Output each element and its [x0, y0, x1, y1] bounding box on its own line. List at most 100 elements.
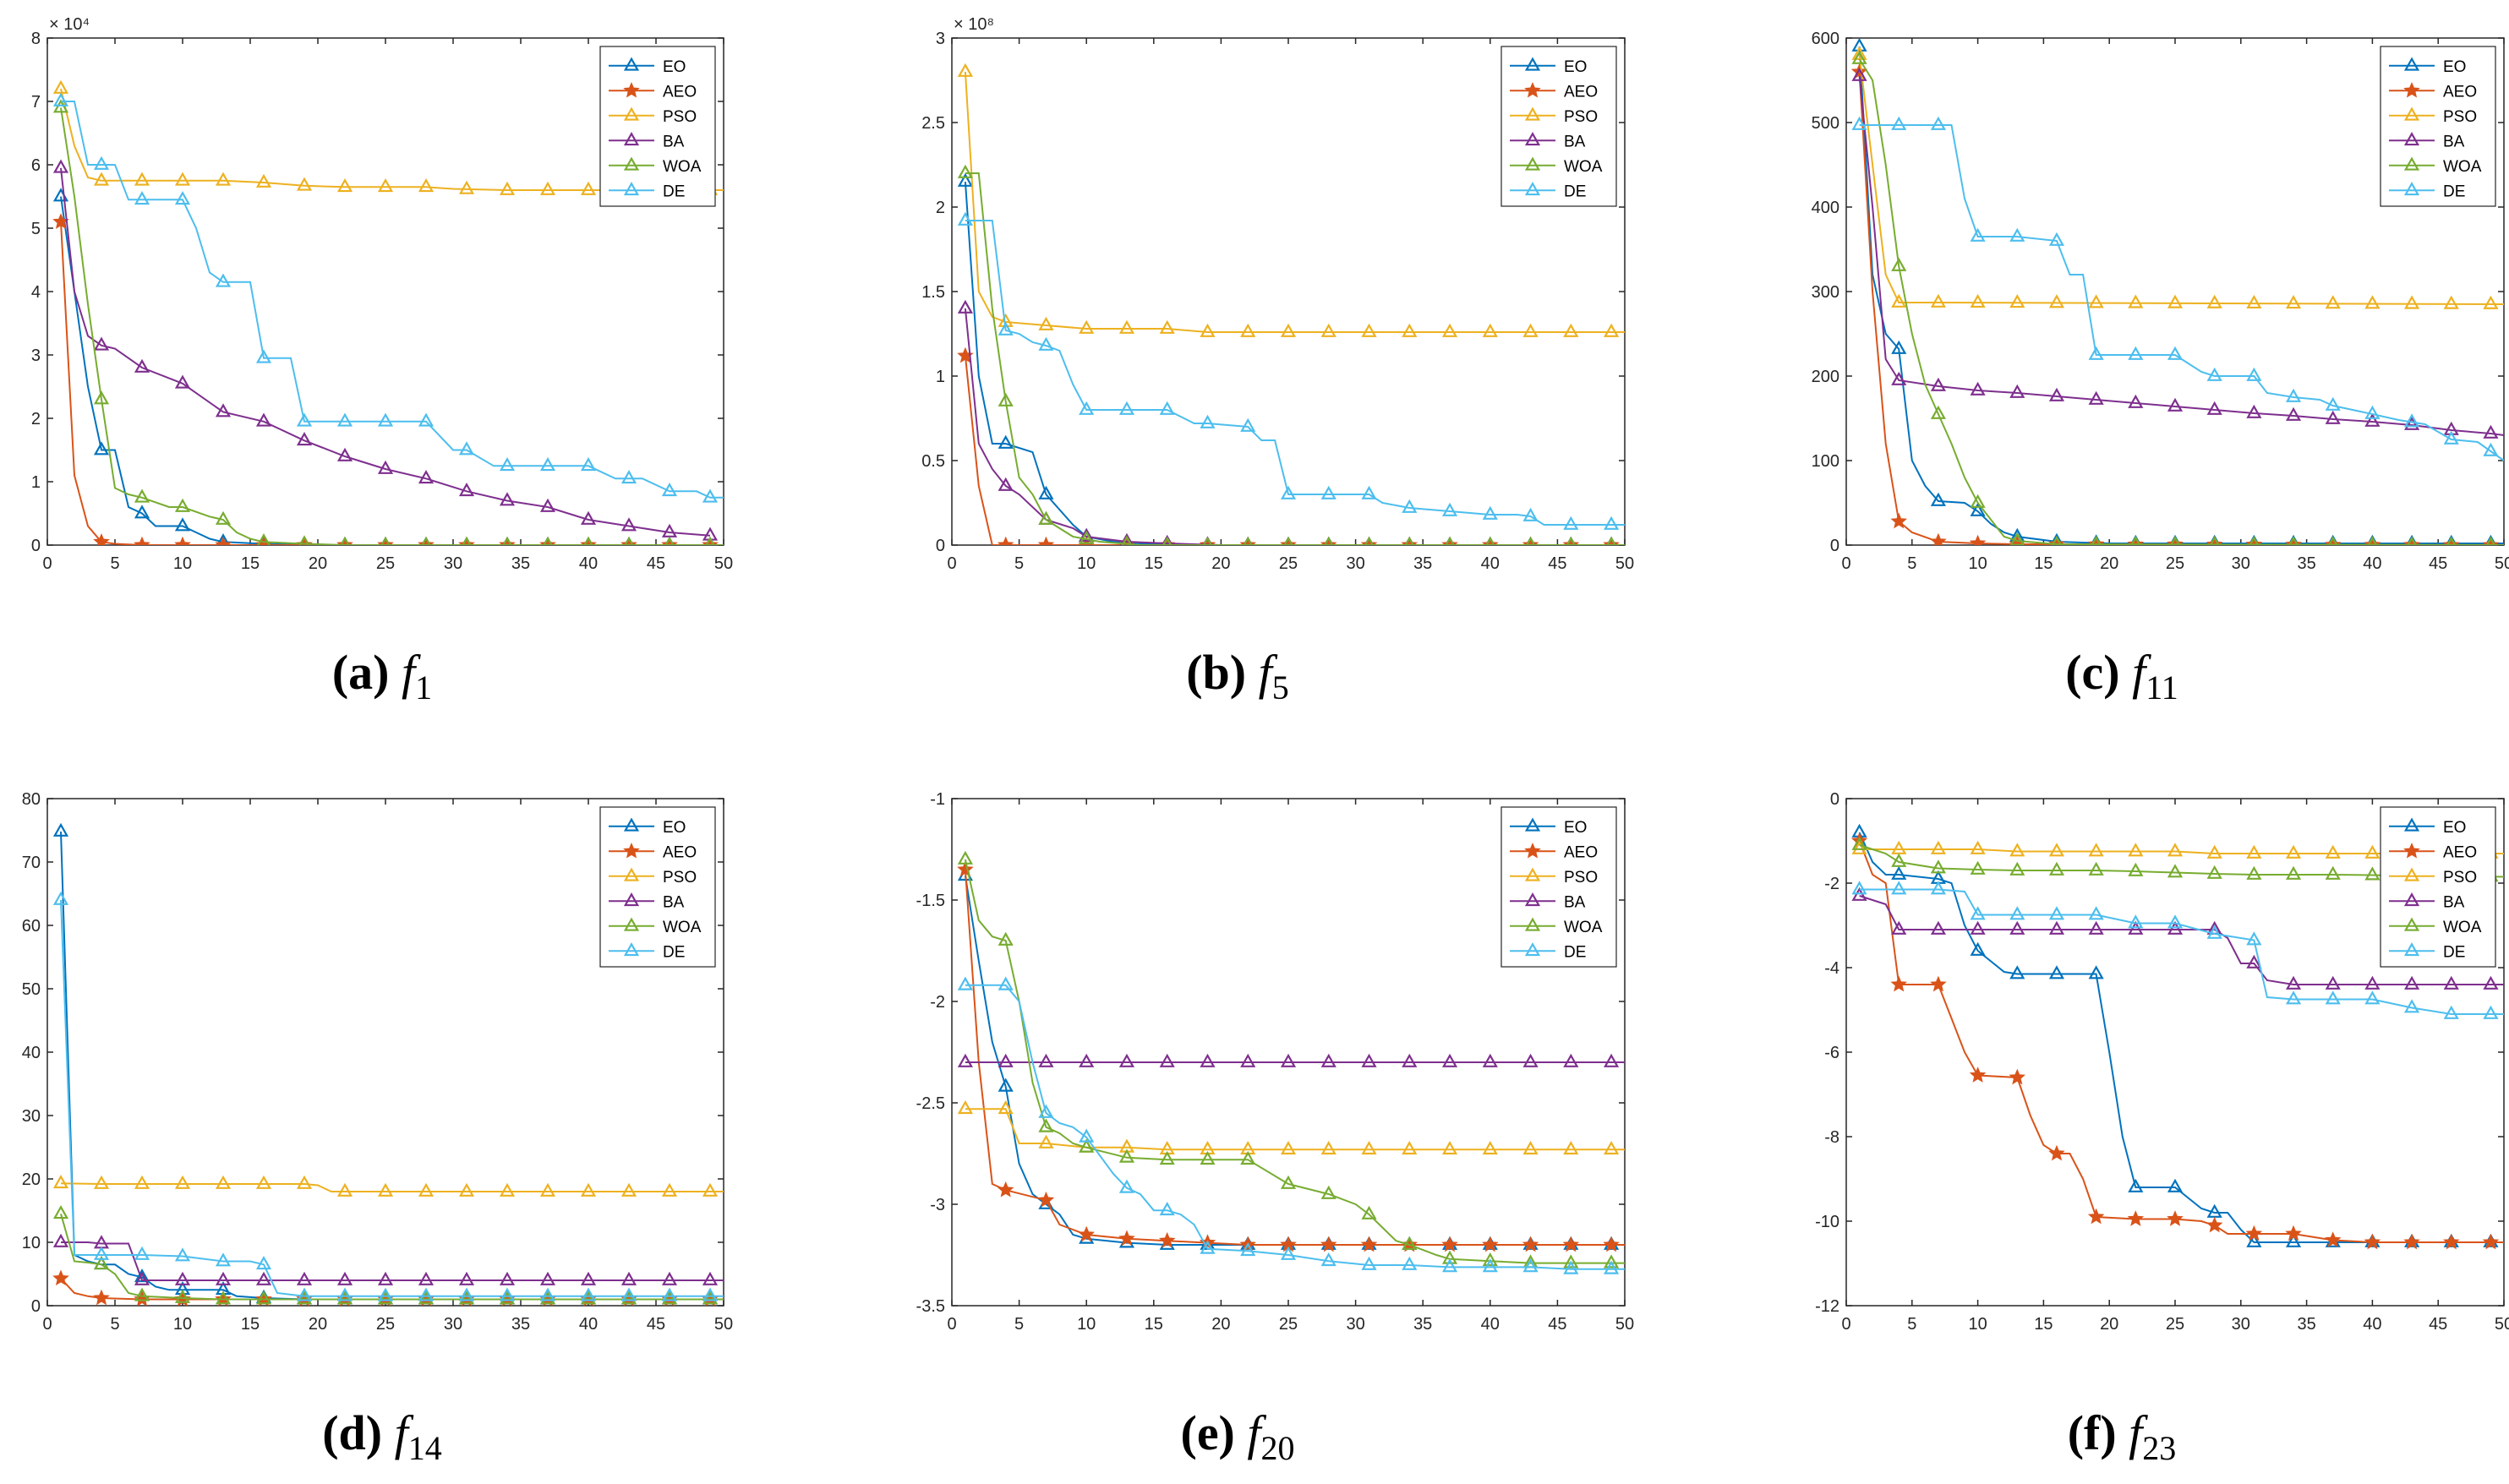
- legend-marker: [2403, 82, 2420, 98]
- marker-aeo: [134, 536, 150, 545]
- marker-ba: [174, 374, 191, 389]
- y-tick-label: 500: [1812, 114, 1839, 133]
- marker-de: [620, 1287, 637, 1301]
- marker-pso: [296, 177, 313, 191]
- y-tick-label: 80: [22, 790, 41, 809]
- marker-pso: [458, 180, 475, 194]
- marker-ba: [1361, 1053, 1377, 1067]
- marker-woa: [296, 1290, 313, 1305]
- marker-pso: [134, 172, 150, 186]
- caption-function: f: [402, 645, 416, 700]
- x-tick-label: 50: [2495, 1315, 2509, 1334]
- legend: EO AEO PSO BA WOA DE: [599, 46, 716, 207]
- caption-subscript: 14: [407, 1429, 442, 1467]
- caption-tag: (f): [2067, 1405, 2117, 1460]
- x-tick-label: 15: [2034, 1315, 2053, 1334]
- marker-pso: [702, 1182, 719, 1197]
- marker-ba: [2088, 390, 2104, 405]
- marker-woa: [2167, 864, 2184, 878]
- chart-panel-a: 0 5 10 15 20 25 30 35 40 45 50 0 1 2 3 4 5 6 7 8 × 10⁴ EO AEO P…: [0, 0, 845, 596]
- marker-ba: [661, 1271, 678, 1285]
- marker-de: [1603, 1260, 1620, 1274]
- marker-pso: [2128, 843, 2144, 857]
- marker-woa: [1485, 536, 1495, 545]
- caption-subscript: 1: [415, 668, 433, 707]
- marker-woa: [1038, 510, 1054, 525]
- marker-woa: [1603, 1254, 1620, 1268]
- chart-panel-c: 0 5 10 15 20 25 30 35 40 45 50 0 100 200 300 400 500 600 E…: [1799, 0, 2509, 596]
- marker-aeo: [1118, 1230, 1135, 1247]
- series-group: [1850, 823, 2504, 1250]
- legend-label: PSO: [2443, 869, 2477, 887]
- marker-de: [1240, 417, 1256, 432]
- marker-woa: [134, 1287, 150, 1301]
- marker-pso: [2206, 294, 2222, 308]
- marker-eo: [957, 172, 974, 187]
- marker-de: [418, 1287, 435, 1301]
- marker-aeo: [997, 536, 1014, 545]
- marker-ba: [2048, 920, 2065, 935]
- marker-eo: [1891, 865, 1907, 880]
- marker-pso: [2443, 295, 2459, 309]
- x-tick-label: 40: [1481, 554, 1500, 573]
- x-tick-label: 40: [579, 554, 598, 573]
- marker-woa: [543, 536, 553, 545]
- legend-label: WOA: [2443, 158, 2482, 176]
- marker-ba: [1563, 1053, 1579, 1067]
- x-tick-label: 5: [1014, 554, 1024, 573]
- legend-marker: [1524, 942, 1541, 957]
- marker-woa: [377, 1290, 394, 1305]
- marker-de: [255, 349, 272, 363]
- series-group: [52, 822, 724, 1306]
- legend-label: PSO: [663, 869, 697, 887]
- marker-ba: [255, 1271, 272, 1285]
- caption-b: (b) f5: [942, 644, 1533, 707]
- x-tick-label: 30: [2232, 554, 2250, 573]
- legend-marker: [623, 867, 640, 881]
- series-line-pso: [60, 1182, 724, 1192]
- legend-label: PSO: [2443, 108, 2477, 126]
- marker-pso: [255, 173, 272, 188]
- marker-pso: [2285, 295, 2302, 309]
- marker-ba: [2443, 975, 2459, 990]
- legend: EO AEO PSO BA WOA DE: [2380, 806, 2496, 968]
- series-line-ba: [1858, 75, 2504, 436]
- series-line-eo: [964, 876, 1625, 1246]
- marker-ba: [2009, 384, 2025, 398]
- marker-woa: [134, 488, 150, 503]
- legend-label: PSO: [663, 108, 697, 126]
- x-tick-label: 35: [1413, 1315, 1432, 1334]
- marker-pso: [2246, 294, 2262, 309]
- marker-woa: [2169, 536, 2181, 545]
- x-tick-label: 35: [1413, 554, 1432, 573]
- marker-aeo: [1037, 1191, 1055, 1208]
- marker-pso: [1603, 1140, 1620, 1155]
- marker-pso: [1930, 293, 1947, 308]
- marker-pso: [1240, 323, 1256, 337]
- y-tick-label: -8: [1824, 1128, 1839, 1147]
- series-line-eo: [1858, 832, 2504, 1243]
- marker-de: [1522, 1258, 1539, 1273]
- caption-e: (e) f20: [942, 1405, 1533, 1468]
- marker-de: [1361, 1256, 1377, 1270]
- x-tick-label: 45: [2429, 1315, 2447, 1334]
- marker-de: [2206, 925, 2222, 939]
- legend-marker: [623, 132, 640, 146]
- marker-de: [255, 1256, 272, 1270]
- marker-woa: [1361, 1205, 1377, 1219]
- series-line-de: [1859, 124, 2504, 461]
- marker-de: [661, 1287, 678, 1301]
- marker-ba: [1320, 1053, 1336, 1067]
- marker-de: [1402, 1256, 1418, 1270]
- caption-function: f: [2129, 1405, 2143, 1460]
- x-tick-label: 50: [714, 1315, 733, 1334]
- marker-pso: [2009, 843, 2025, 857]
- marker-woa: [93, 1256, 110, 1270]
- marker-woa: [93, 390, 110, 405]
- marker-ba: [1280, 1053, 1297, 1067]
- marker-de: [2088, 906, 2104, 920]
- series-line-ba: [964, 308, 1625, 545]
- y-tick-label: 1: [936, 368, 945, 386]
- marker-aeo: [1930, 532, 1947, 545]
- marker-aeo: [1078, 1225, 1096, 1242]
